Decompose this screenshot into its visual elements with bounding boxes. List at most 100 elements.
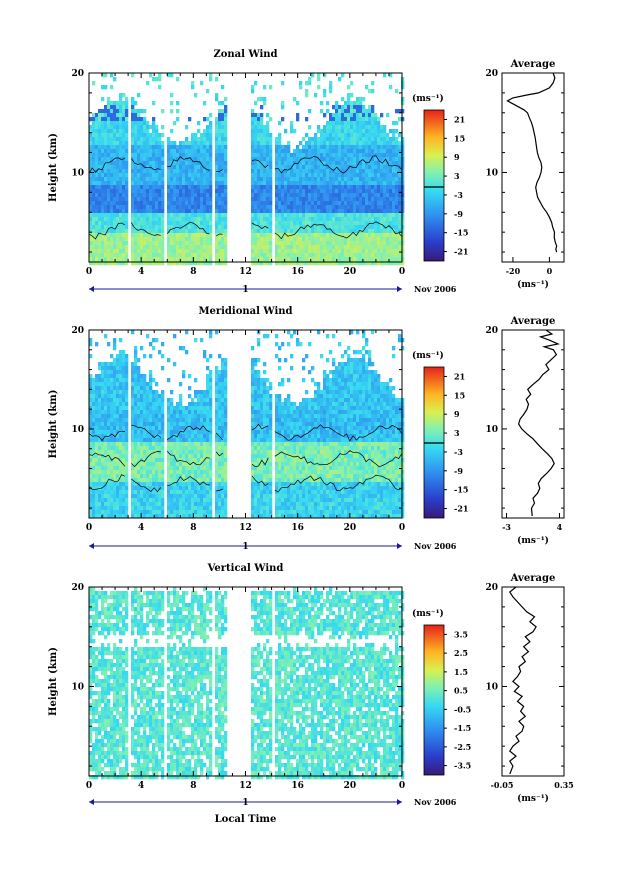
heatmap-cell: [89, 157, 93, 162]
heatmap-cell: [146, 201, 150, 206]
heatmap-cell: [362, 113, 366, 118]
heatmap-cell: [383, 145, 387, 150]
heatmap-cell: [125, 149, 129, 154]
heatmap-cell: [152, 153, 156, 158]
heatmap-cell: [125, 141, 129, 146]
heatmap-cell: [362, 209, 366, 214]
heatmap-cell: [266, 229, 270, 234]
heatmap-cell: [287, 213, 291, 218]
heatmap-cell: [158, 446, 162, 451]
heatmap-cell: [200, 422, 204, 427]
heatmap-cell: [302, 237, 306, 242]
heatmap-cell: [113, 422, 117, 427]
heatmap-cell: [356, 165, 360, 170]
heatmap-cell: [116, 201, 120, 206]
heatmap-cell: [143, 458, 147, 463]
heatmap-cell: [224, 257, 228, 262]
heatmap-cell: [365, 261, 369, 266]
heatmap-cell: [281, 217, 285, 222]
heatmap-cell: [329, 217, 333, 222]
heatmap-cell: [281, 185, 285, 190]
heatmap-cell: [140, 434, 144, 439]
heatmap-cell: [107, 482, 111, 487]
heatmap-cell: [221, 137, 225, 142]
heatmap-cell: [197, 486, 201, 491]
heatmap-cell: [269, 253, 273, 258]
heatmap-cell: [287, 193, 291, 198]
heatmap-cell: [185, 257, 189, 262]
heatmap-cell: [206, 454, 210, 459]
heatmap-cell: [269, 205, 273, 210]
heatmap-cell: [116, 213, 120, 218]
heatmap-cell: [170, 233, 174, 238]
heatmap-cell: [200, 470, 204, 475]
heatmap-cell: [170, 193, 174, 198]
heatmap-cell: [335, 117, 339, 122]
heatmap-cell: [131, 193, 135, 198]
heatmap-cell: [317, 137, 321, 142]
heatmap-cell: [320, 101, 324, 106]
heatmap-cell: [251, 137, 255, 142]
heatmap-cell: [140, 205, 144, 210]
heatmap-cell: [305, 213, 309, 218]
heatmap-cell: [143, 398, 147, 403]
heatmap-cell: [362, 249, 366, 254]
heatmap-cell: [194, 149, 198, 154]
heatmap-cell: [98, 125, 102, 130]
heatmap-cell: [293, 241, 297, 246]
heatmap-cell: [254, 229, 258, 234]
heatmap-cell: [146, 478, 150, 483]
heatmap-cell: [197, 229, 201, 234]
heatmap-cell: [200, 506, 204, 511]
heatmap-cell: [110, 354, 114, 359]
heatmap-cell: [104, 205, 108, 210]
heatmap-cell: [362, 125, 366, 130]
heatmap-cell: [149, 342, 153, 347]
heatmap-cell: [167, 193, 171, 198]
heatmap-cell: [134, 478, 138, 483]
heatmap-cell: [167, 209, 171, 214]
heatmap-cell: [131, 101, 135, 106]
heatmap-cell: [221, 261, 225, 266]
heatmap-cell: [308, 193, 312, 198]
heatmap-cell: [101, 446, 105, 451]
heatmap-cell: [158, 502, 162, 507]
heatmap-cell: [194, 338, 198, 343]
heatmap-cell: [161, 193, 165, 198]
heatmap-cell: [122, 181, 126, 186]
heatmap-cell: [98, 241, 102, 246]
heatmap-cell: [98, 229, 102, 234]
heatmap-cell: [356, 125, 360, 130]
heatmap-cell: [140, 422, 144, 427]
heatmap-cell: [125, 205, 129, 210]
heatmap-cell: [362, 261, 366, 266]
heatmap-cell: [395, 177, 399, 182]
heatmap-cell: [326, 109, 330, 114]
heatmap-cell: [401, 241, 405, 246]
heatmap-cell: [320, 237, 324, 242]
heatmap-cell: [260, 257, 264, 262]
heatmap-cell: [338, 245, 342, 250]
heatmap-cell: [338, 137, 342, 142]
heatmap-cell: [323, 185, 327, 190]
heatmap-cell: [152, 502, 156, 507]
heatmap-cell: [104, 229, 108, 234]
heatmap-cell: [170, 498, 174, 503]
heatmap-cell: [371, 185, 375, 190]
heatmap-cell: [110, 414, 114, 419]
heatmap-cell: [104, 189, 108, 194]
heatmap-cell: [221, 85, 225, 90]
heatmap-cell: [188, 221, 192, 226]
heatmap-cell: [338, 209, 342, 214]
heatmap-cell: [167, 434, 171, 439]
heatmap-cell: [185, 502, 189, 507]
heatmap-cell: [290, 253, 294, 258]
heatmap-cell: [290, 157, 294, 162]
heatmap-cell: [260, 229, 264, 234]
heatmap-cell: [173, 209, 177, 214]
heatmap-cell: [200, 185, 204, 190]
heatmap-cell: [332, 249, 336, 254]
heatmap-cell: [155, 221, 159, 226]
heatmap-cell: [317, 225, 321, 230]
heatmap-cell: [254, 221, 258, 226]
